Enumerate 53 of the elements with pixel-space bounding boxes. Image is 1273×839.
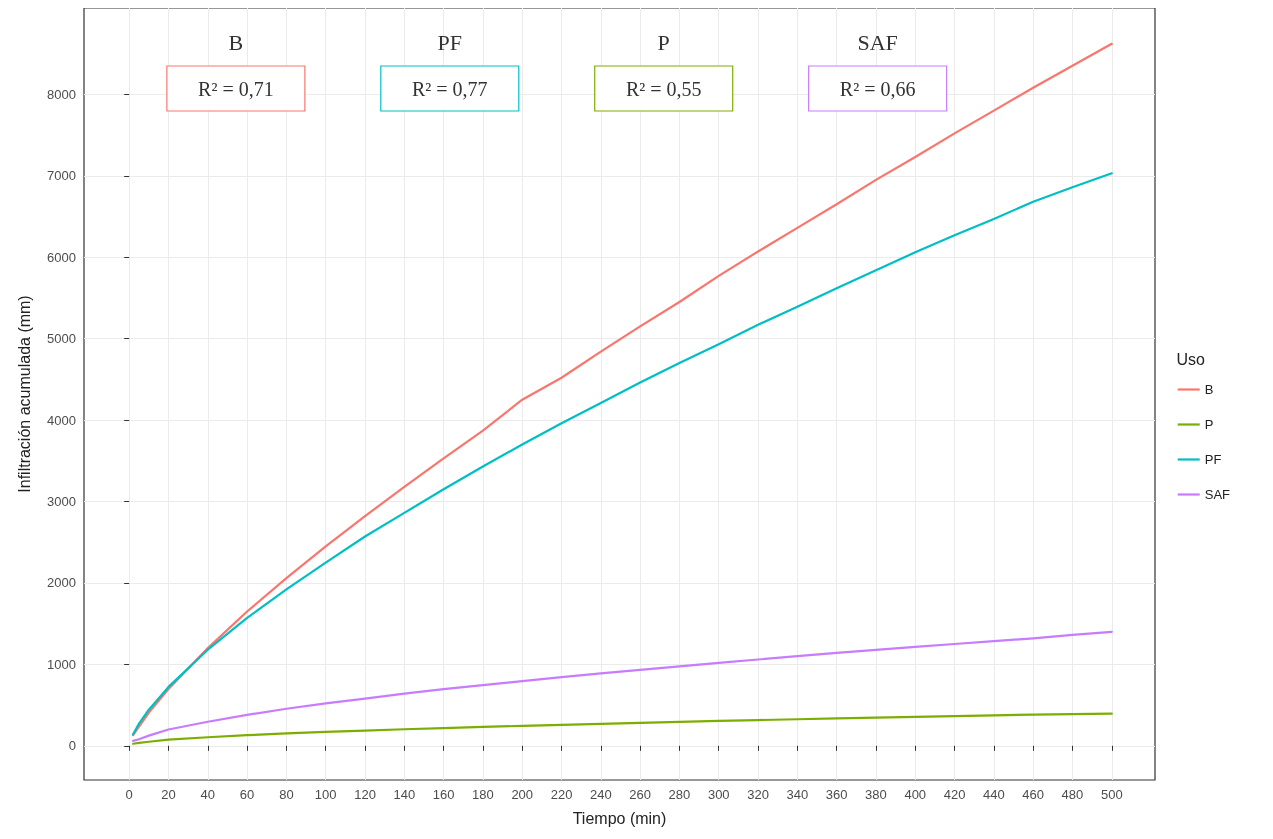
x-tick-label: 440 [983,787,1005,802]
y-tick-label: 4000 [47,412,76,428]
y-tick-label: 1000 [47,656,76,672]
annotation: R² = 0,71 [198,78,274,100]
annotation: P [657,29,670,55]
x-tick-label: 460 [1022,787,1045,802]
x-tick-label: 40 [200,787,216,802]
legend-label: P [1204,417,1214,432]
x-tick-label: 340 [786,787,809,802]
line-series [132,172,1113,736]
y-tick-label: 3000 [47,493,76,509]
legend-label: B [1204,382,1214,397]
x-tick-label: 240 [589,787,612,802]
x-tick-label: 320 [747,787,769,802]
y-axis-title: Infiltración acumulada (mm) [15,295,33,493]
legend-label: SAF [1204,487,1231,502]
legend-label: PF [1204,452,1222,467]
x-tick-label: 100 [314,787,337,802]
x-tick-label: 380 [865,787,887,802]
x-tick-label: 200 [511,787,534,802]
x-tick-label: 480 [1061,787,1084,802]
annotation: B [228,29,244,55]
x-tick-label: 0 [125,787,133,802]
x-tick-label: 360 [825,787,848,802]
annotation: SAF [857,29,898,55]
y-tick-label: 5000 [47,331,76,347]
x-tick-label: 80 [279,787,294,802]
y-tick-label: 8000 [47,86,76,102]
x-tick-label: 300 [707,787,730,802]
line-series [132,630,1113,743]
legend-title: Uso [1176,350,1206,368]
x-tick-label: 420 [943,787,966,802]
x-tick-label: 220 [550,787,573,802]
y-tick-label: 6000 [47,249,76,265]
x-tick-label: 500 [1100,787,1123,802]
annotation: R² = 0,66 [839,78,916,100]
y-tick-label: 2000 [47,575,76,591]
x-tick-label: 280 [668,787,691,802]
annotation: R² = 0,77 [411,78,488,100]
x-tick-label: 140 [393,787,416,802]
x-tick-label: 160 [432,787,455,802]
x-axis-title: Tiempo (min) [572,809,667,827]
x-tick-label: 20 [161,787,176,802]
y-tick-label: 0 [68,738,76,754]
y-tick-label: 7000 [47,168,76,184]
x-tick-label: 180 [472,787,494,802]
x-tick-label: 260 [629,787,651,802]
line-series [132,712,1113,745]
x-tick-label: 120 [354,787,376,802]
x-tick-label: 60 [239,787,255,802]
annotation: R² = 0,55 [625,78,702,100]
x-tick-label: 400 [904,787,927,802]
annotation: PF [437,29,463,55]
